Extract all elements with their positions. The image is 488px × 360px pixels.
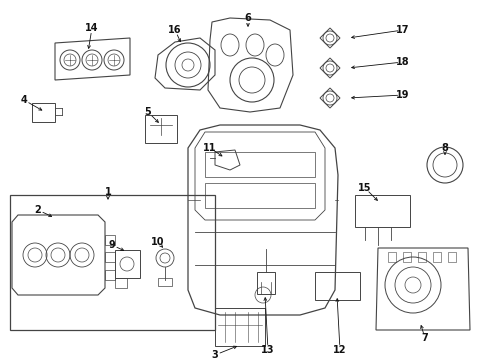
Text: 10: 10 [151,237,164,247]
Text: 2: 2 [35,205,41,215]
Bar [115,278,127,288]
Text: 14: 14 [85,23,99,33]
Text: 19: 19 [395,90,409,100]
Bar [417,252,425,262]
Bar [105,252,115,262]
Bar [10,195,215,330]
Bar [402,252,410,262]
Text: 3: 3 [211,350,218,360]
Text: 7: 7 [421,333,427,343]
Bar [387,252,395,262]
Text: 13: 13 [261,345,274,355]
Text: 18: 18 [395,57,409,67]
Text: 12: 12 [332,345,346,355]
Bar [105,270,115,280]
Text: 4: 4 [20,95,27,105]
Bar [314,272,359,300]
Bar [204,183,314,208]
Text: 15: 15 [358,183,371,193]
Text: 9: 9 [108,240,115,250]
Text: 11: 11 [203,143,216,153]
Bar [204,152,314,177]
Bar [158,278,172,286]
Text: 17: 17 [395,25,409,35]
Bar [145,115,177,143]
Bar [432,252,440,262]
Text: 8: 8 [441,143,447,153]
Bar [215,308,264,346]
Text: 1: 1 [104,187,111,197]
Text: 5: 5 [144,107,151,117]
Bar [354,195,409,227]
Bar [447,252,455,262]
Bar [115,250,140,278]
Text: 16: 16 [168,25,182,35]
Bar [257,272,274,294]
Bar [105,235,115,245]
Text: 6: 6 [244,13,251,23]
